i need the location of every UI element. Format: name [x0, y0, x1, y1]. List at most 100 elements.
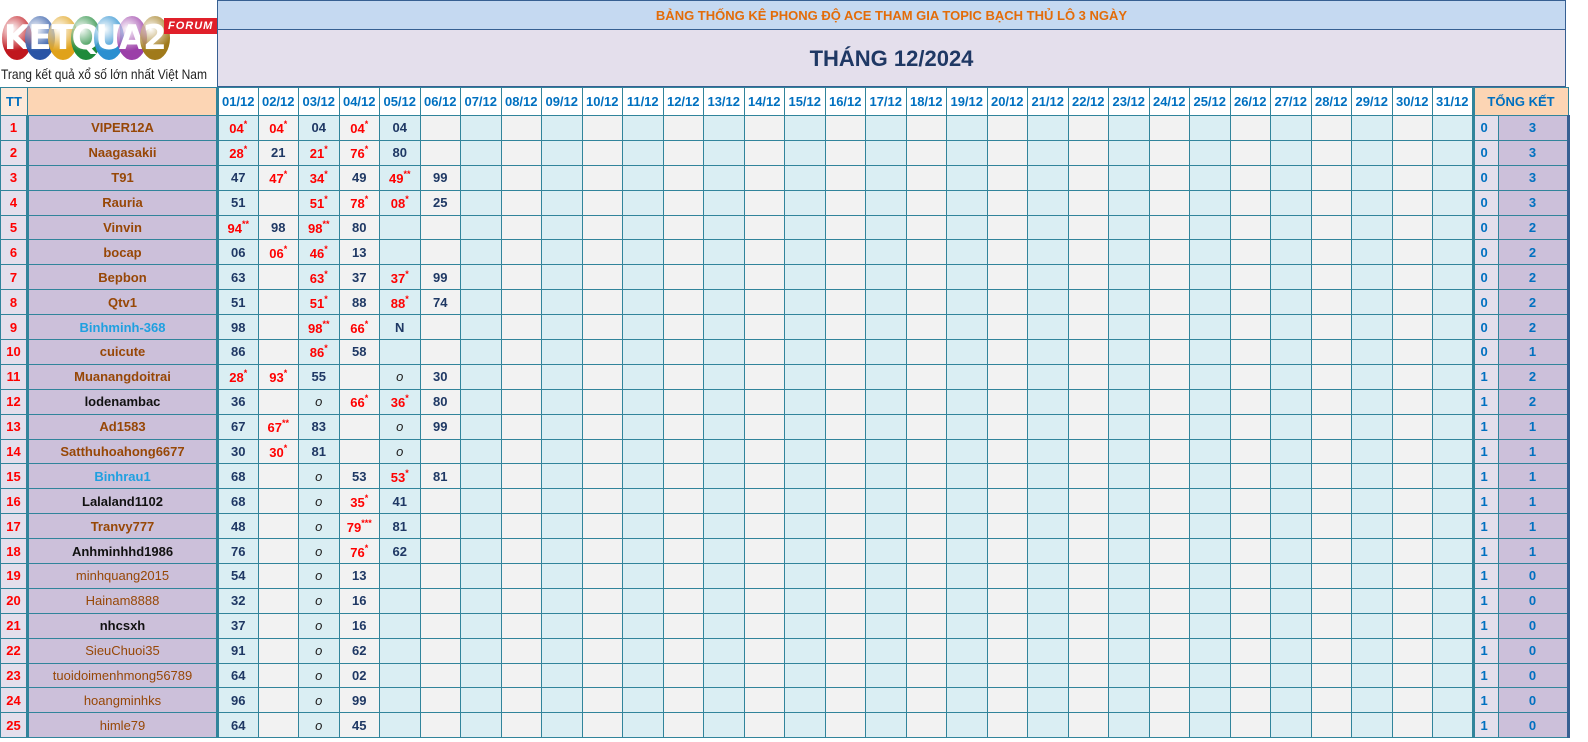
- day-cell[interactable]: 66*: [338, 388, 380, 415]
- day-cell[interactable]: [1027, 413, 1069, 440]
- day-cell[interactable]: [1432, 189, 1474, 216]
- day-cell[interactable]: [1108, 239, 1150, 266]
- day-cell[interactable]: [419, 712, 461, 739]
- day-cell[interactable]: [824, 363, 866, 390]
- day-cell[interactable]: [460, 612, 502, 639]
- day-cell[interactable]: [784, 513, 826, 540]
- day-cell[interactable]: [338, 363, 380, 390]
- day-cell[interactable]: [824, 239, 866, 266]
- day-cell[interactable]: [824, 115, 866, 141]
- day-cell[interactable]: [1432, 339, 1474, 365]
- day-cell[interactable]: [1270, 587, 1312, 614]
- day-cell[interactable]: [1108, 687, 1150, 714]
- day-cell[interactable]: [1189, 413, 1231, 440]
- day-cell[interactable]: [784, 289, 826, 316]
- day-cell[interactable]: [460, 413, 502, 440]
- day-cell[interactable]: [946, 139, 988, 166]
- day-cell[interactable]: [1391, 662, 1433, 689]
- day-cell[interactable]: [1189, 164, 1231, 191]
- day-cell[interactable]: [1432, 139, 1474, 166]
- day-cell[interactable]: [379, 637, 421, 664]
- day-cell[interactable]: [460, 164, 502, 191]
- day-cell[interactable]: [703, 388, 745, 415]
- day-cell[interactable]: [824, 587, 866, 614]
- day-cell[interactable]: [500, 662, 542, 689]
- day-cell[interactable]: [1432, 538, 1474, 565]
- day-cell[interactable]: [865, 388, 907, 415]
- day-cell[interactable]: [1108, 388, 1150, 415]
- day-cell[interactable]: [581, 612, 623, 639]
- day-cell[interactable]: [905, 637, 947, 664]
- day-cell[interactable]: 49: [338, 164, 380, 191]
- day-cell[interactable]: [703, 587, 745, 614]
- member-name[interactable]: Anhminhhd1986: [26, 538, 219, 565]
- day-cell[interactable]: [622, 587, 664, 614]
- day-cell[interactable]: [1067, 637, 1109, 664]
- day-cell[interactable]: 47*: [257, 164, 299, 191]
- day-cell[interactable]: [460, 438, 502, 465]
- day-cell[interactable]: [1270, 115, 1312, 141]
- day-cell[interactable]: [1270, 363, 1312, 390]
- day-cell[interactable]: 93*: [257, 363, 299, 390]
- day-cell[interactable]: 36*: [379, 388, 421, 415]
- day-cell[interactable]: 76*: [338, 139, 380, 166]
- day-cell[interactable]: [1270, 339, 1312, 365]
- day-cell[interactable]: [500, 115, 542, 141]
- day-cell[interactable]: [1027, 587, 1069, 614]
- day-cell[interactable]: [946, 339, 988, 365]
- day-cell[interactable]: [1229, 687, 1271, 714]
- day-cell[interactable]: [1351, 687, 1393, 714]
- day-cell[interactable]: 34*: [298, 164, 340, 191]
- day-cell[interactable]: [257, 264, 299, 291]
- day-cell[interactable]: [622, 413, 664, 440]
- day-cell[interactable]: 81: [379, 513, 421, 540]
- day-cell[interactable]: [541, 538, 583, 565]
- day-cell[interactable]: [662, 612, 704, 639]
- day-cell[interactable]: 98**: [298, 314, 340, 341]
- day-cell[interactable]: [1310, 612, 1352, 639]
- day-cell[interactable]: [581, 637, 623, 664]
- day-cell[interactable]: [784, 637, 826, 664]
- day-cell[interactable]: [1067, 388, 1109, 415]
- day-cell[interactable]: [622, 612, 664, 639]
- day-cell[interactable]: [865, 538, 907, 565]
- day-cell[interactable]: [986, 413, 1028, 440]
- day-cell[interactable]: 04*: [217, 115, 259, 141]
- day-cell[interactable]: [1067, 115, 1109, 141]
- day-cell[interactable]: [662, 513, 704, 540]
- day-cell[interactable]: [905, 264, 947, 291]
- day-cell[interactable]: [1270, 712, 1312, 739]
- day-cell[interactable]: [703, 314, 745, 341]
- day-cell[interactable]: [946, 314, 988, 341]
- day-cell[interactable]: [1351, 612, 1393, 639]
- day-cell[interactable]: [460, 463, 502, 490]
- day-cell[interactable]: [865, 712, 907, 739]
- day-cell[interactable]: [1270, 538, 1312, 565]
- day-cell[interactable]: [460, 587, 502, 614]
- day-cell[interactable]: [784, 363, 826, 390]
- day-cell[interactable]: [1391, 488, 1433, 515]
- day-cell[interactable]: [1189, 612, 1231, 639]
- day-cell[interactable]: [1108, 314, 1150, 341]
- day-cell[interactable]: [541, 388, 583, 415]
- day-cell[interactable]: [379, 662, 421, 689]
- day-cell[interactable]: [257, 314, 299, 341]
- day-cell[interactable]: [1310, 214, 1352, 241]
- day-cell[interactable]: [743, 164, 785, 191]
- day-cell[interactable]: [500, 687, 542, 714]
- day-cell[interactable]: [1067, 563, 1109, 589]
- day-cell[interactable]: [784, 314, 826, 341]
- member-name[interactable]: Binhrau1: [26, 463, 219, 490]
- day-cell[interactable]: [1432, 563, 1474, 589]
- day-cell[interactable]: [824, 612, 866, 639]
- day-cell[interactable]: [338, 413, 380, 440]
- day-cell[interactable]: 94**: [217, 214, 259, 241]
- day-cell[interactable]: [1432, 662, 1474, 689]
- day-cell[interactable]: [824, 637, 866, 664]
- day-cell[interactable]: 16: [338, 612, 380, 639]
- day-cell[interactable]: [581, 314, 623, 341]
- day-cell[interactable]: [1189, 189, 1231, 216]
- day-cell[interactable]: [460, 687, 502, 714]
- day-cell[interactable]: [1189, 214, 1231, 241]
- day-cell[interactable]: [541, 314, 583, 341]
